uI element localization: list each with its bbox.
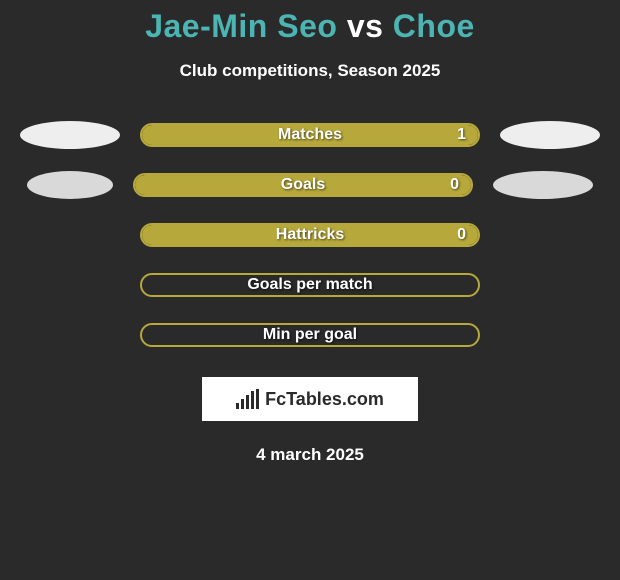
- right-ellipse: [493, 171, 593, 199]
- bar-chart-icon: [236, 389, 259, 409]
- stat-label: Hattricks: [276, 226, 344, 244]
- right-ellipse: [500, 321, 600, 349]
- stat-row: Min per goal: [0, 321, 620, 349]
- stat-bar: Min per goal: [140, 323, 480, 347]
- left-ellipse: [20, 321, 120, 349]
- comparison-card: Jae-Min Seo vs Choe Club competitions, S…: [0, 0, 620, 465]
- stat-bar: Hattricks 0: [140, 223, 480, 247]
- stat-value: 0: [457, 226, 466, 244]
- stat-label: Min per goal: [263, 326, 357, 344]
- right-ellipse: [500, 121, 600, 149]
- logo-text: FcTables.com: [265, 389, 384, 410]
- stat-label: Goals per match: [247, 276, 372, 294]
- page-title: Jae-Min Seo vs Choe: [0, 8, 620, 45]
- subtitle: Club competitions, Season 2025: [0, 61, 620, 81]
- logo-box: FcTables.com: [202, 377, 418, 421]
- left-ellipse: [20, 121, 120, 149]
- stat-row: Hattricks 0: [0, 221, 620, 249]
- stat-value: 1: [457, 126, 466, 144]
- stat-bar: Goals 0: [133, 173, 473, 197]
- stat-rows: Matches 1 Goals 0 Hattricks 0 Goals per match M…: [0, 121, 620, 349]
- stat-row: Goals per match: [0, 271, 620, 299]
- right-ellipse: [500, 221, 600, 249]
- stat-bar: Goals per match: [140, 273, 480, 297]
- player1-name: Jae-Min Seo: [145, 8, 337, 44]
- right-ellipse: [500, 271, 600, 299]
- stat-bar: Matches 1: [140, 123, 480, 147]
- player2-name: Choe: [393, 8, 475, 44]
- stat-label: Goals: [281, 176, 325, 194]
- date-text: 4 march 2025: [0, 445, 620, 465]
- stat-row: Matches 1: [0, 121, 620, 149]
- left-ellipse: [27, 171, 113, 199]
- vs-text: vs: [347, 8, 384, 44]
- stat-value: 0: [450, 176, 459, 194]
- left-ellipse: [20, 271, 120, 299]
- left-ellipse: [20, 221, 120, 249]
- stat-row: Goals 0: [0, 171, 620, 199]
- stat-label: Matches: [278, 126, 342, 144]
